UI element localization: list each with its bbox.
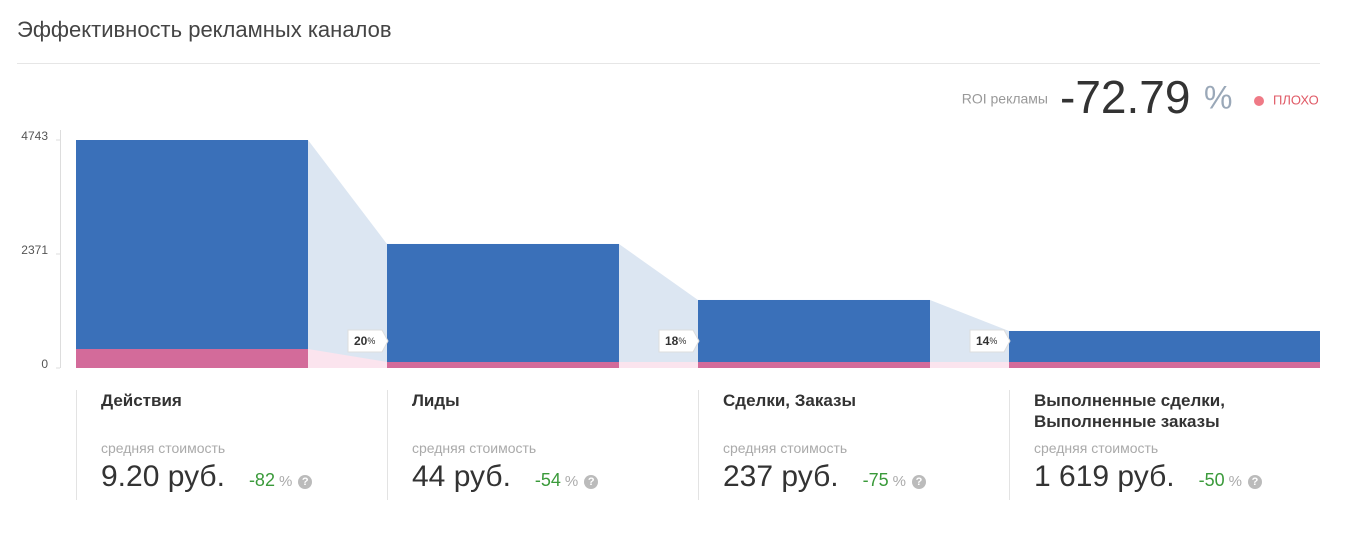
y-tick-label: 2371 bbox=[21, 243, 48, 257]
row: 237 руб. -75%? bbox=[723, 460, 978, 494]
conversion-badge bbox=[347, 329, 389, 353]
chg: -50 bbox=[1198, 470, 1225, 490]
conversion-unit: % bbox=[367, 336, 375, 346]
conversion-unit: % bbox=[989, 336, 997, 346]
cap: средняя стоимость bbox=[723, 440, 848, 456]
roi-unit: % bbox=[1204, 79, 1232, 115]
q[interactable]: ? bbox=[1247, 475, 1262, 489]
status-dot bbox=[1254, 96, 1264, 106]
chg: -75 bbox=[862, 470, 889, 490]
row: 44 руб. -54%? bbox=[412, 460, 667, 494]
chg: -82 bbox=[248, 470, 275, 490]
cap: средняя стоимость bbox=[1034, 440, 1159, 456]
conversion-value: 20 bbox=[354, 334, 368, 348]
pct: % bbox=[892, 473, 906, 490]
cap: средняя стоимость bbox=[101, 440, 226, 456]
row: 9.20 руб. -82%? bbox=[101, 460, 356, 494]
card: Выполненные сделки, Выполненные заказы ср… bbox=[1009, 390, 1289, 500]
conversion-label: 20% bbox=[354, 334, 375, 348]
funnel-connector bbox=[930, 361, 1009, 368]
cost: 1 619 руб. bbox=[1034, 460, 1175, 493]
funnel-connector bbox=[619, 361, 698, 368]
bar bbox=[1009, 330, 1320, 368]
card: Действия средняя стоимость 9.20 руб. -82%? bbox=[76, 390, 356, 500]
conversion-value: 14 bbox=[976, 334, 990, 348]
cost: 237 руб. bbox=[723, 460, 839, 493]
bar bbox=[387, 361, 619, 368]
conversion-value: 18 bbox=[665, 334, 679, 348]
cost: 9.20 руб. bbox=[101, 460, 225, 493]
roi-value: -72.79 bbox=[1060, 71, 1190, 123]
bar bbox=[76, 349, 308, 368]
bar bbox=[698, 361, 930, 368]
y-tick-label: 0 bbox=[41, 357, 48, 371]
page-title: Эффективность рекламных каналов bbox=[17, 17, 392, 42]
conversion-label: 14% bbox=[976, 334, 997, 348]
conversion-badge bbox=[658, 329, 700, 353]
lbl: Лиды bbox=[412, 391, 460, 410]
bar bbox=[387, 243, 619, 368]
lbl: Выполненные сделки, Выполненные заказы bbox=[1034, 391, 1225, 431]
pct: % bbox=[1228, 473, 1242, 490]
bar bbox=[1009, 361, 1320, 368]
bar bbox=[698, 299, 930, 368]
bar bbox=[76, 140, 308, 368]
lbl: Действия bbox=[101, 391, 182, 410]
y-tick-label: 4743 bbox=[21, 129, 48, 143]
funnel-connector bbox=[308, 349, 387, 368]
card: Сделки, Заказы средняя стоимость 237 руб. -… bbox=[698, 390, 978, 500]
conversion-badge bbox=[969, 329, 1011, 353]
chg: -54 bbox=[534, 470, 561, 490]
cost: 44 руб. bbox=[412, 460, 511, 493]
conversion-unit: % bbox=[678, 336, 686, 346]
q[interactable]: ? bbox=[584, 475, 599, 489]
cap: средняя стоимость bbox=[412, 440, 537, 456]
card: Лиды средняя стоимость 44 руб. -54%? bbox=[387, 390, 667, 500]
pct: % bbox=[278, 473, 293, 490]
q[interactable]: ? bbox=[911, 475, 926, 489]
funnel-connector bbox=[308, 140, 387, 368]
row: 1 619 руб. -50%? bbox=[1034, 460, 1289, 494]
conversion-label: 18% bbox=[665, 334, 686, 348]
roi-status: ПЛОХО bbox=[1273, 92, 1319, 107]
roi-label: ROI рекламы bbox=[962, 91, 1048, 107]
lbl: Сделки, Заказы bbox=[723, 391, 856, 410]
pct: % bbox=[564, 473, 579, 490]
q[interactable]: ? bbox=[298, 475, 313, 489]
